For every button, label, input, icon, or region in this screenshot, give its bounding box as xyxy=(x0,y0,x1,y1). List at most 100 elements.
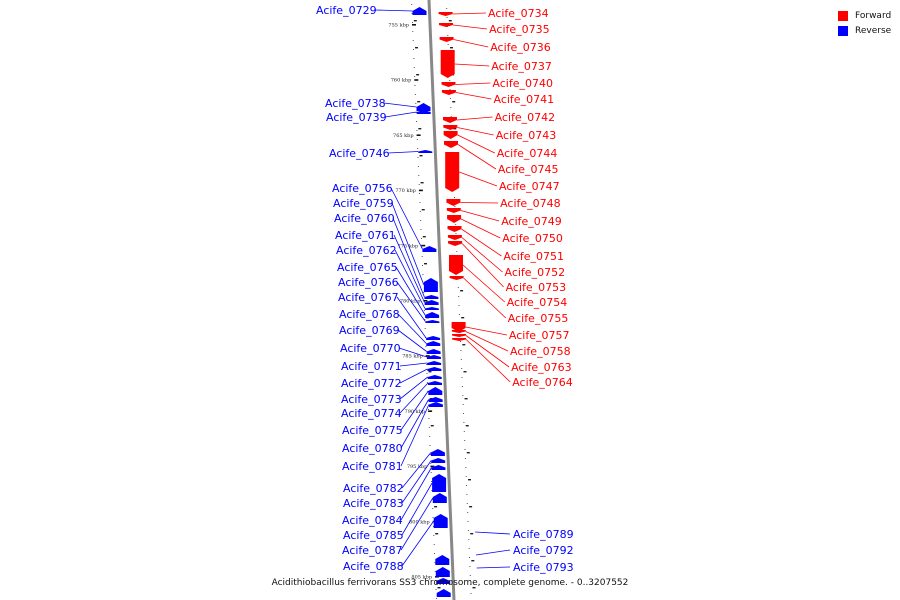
gene-label-acife-0764[interactable]: Acife_0764 xyxy=(512,376,573,389)
gene-feature-acife-0738[interactable] xyxy=(416,103,431,111)
gene-label-acife-0780[interactable]: Acife_0780 xyxy=(342,442,403,455)
gene-label-acife-0765[interactable]: Acife_0765 xyxy=(337,261,398,274)
gene-label-acife-0755[interactable]: Acife_0755 xyxy=(508,312,569,325)
gene-feature-acife-0735[interactable] xyxy=(439,23,453,27)
gene-label-acife-0783[interactable]: Acife_0783 xyxy=(343,497,404,510)
gene-feature-acife-0785[interactable] xyxy=(432,474,447,492)
gene-feature-acife-0742[interactable] xyxy=(443,117,457,123)
gene-label-acife-0760[interactable]: Acife_0760 xyxy=(334,212,395,225)
gene-label-acife-0784[interactable]: Acife_0784 xyxy=(342,514,403,527)
gene-label-acife-0789[interactable]: Acife_0789 xyxy=(513,528,574,541)
gene-feature-extra[interactable] xyxy=(436,578,451,584)
gene-feature-acife-0765[interactable] xyxy=(425,312,440,318)
gene-label-acife-0767[interactable]: Acife_0767 xyxy=(338,291,399,304)
gene-label-acife-0742[interactable]: Acife_0742 xyxy=(495,111,556,124)
gene-label-acife-0756[interactable]: Acife_0756 xyxy=(332,182,393,195)
gene-feature-acife-0769[interactable] xyxy=(426,349,441,354)
gene-feature-acife-0752[interactable] xyxy=(447,235,462,240)
gene-label-acife-0788[interactable]: Acife_0788 xyxy=(343,560,404,573)
gene-label-acife-0735[interactable]: Acife_0735 xyxy=(489,23,550,36)
gene-label-acife-0745[interactable]: Acife_0745 xyxy=(498,163,559,176)
gene-label-acife-0750[interactable]: Acife_0750 xyxy=(502,232,563,245)
gene-label-acife-0793[interactable]: Acife_0793 xyxy=(513,561,574,574)
gene-label-acife-0785[interactable]: Acife_0785 xyxy=(343,529,404,542)
gene-feature-acife-0741[interactable] xyxy=(441,90,456,95)
gene-feature-acife-0775[interactable] xyxy=(428,387,443,395)
gene-feature-acife-0766[interactable] xyxy=(425,320,440,323)
gene-feature-acife-0745[interactable] xyxy=(444,141,458,148)
gene-label-acife-0787[interactable]: Acife_0787 xyxy=(342,544,403,557)
gene-feature-acife-0763[interactable] xyxy=(452,334,466,337)
gene-label-acife-0758[interactable]: Acife_0758 xyxy=(510,345,571,358)
gene-label-acife-0768[interactable]: Acife_0768 xyxy=(339,308,400,321)
gene-label-acife-0747[interactable]: Acife_0747 xyxy=(499,180,560,193)
gene-feature-acife-0747[interactable] xyxy=(445,152,460,192)
gene-label-acife-0744[interactable]: Acife_0744 xyxy=(497,147,558,160)
gene-feature-acife-0748[interactable] xyxy=(446,199,461,206)
gene-label-acife-0738[interactable]: Acife_0738 xyxy=(325,97,386,110)
gene-feature-acife-0734[interactable] xyxy=(438,12,453,16)
gene-feature-extra[interactable] xyxy=(435,567,450,577)
gene-label-acife-0737[interactable]: Acife_0737 xyxy=(491,60,552,73)
gene-label-acife-0781[interactable]: Acife_0781 xyxy=(342,460,403,473)
gene-feature-acife-0767[interactable] xyxy=(426,336,441,340)
gene-feature-extra[interactable] xyxy=(435,555,450,565)
gene-label-acife-0769[interactable]: Acife_0769 xyxy=(339,324,400,337)
gene-label-acife-0729[interactable]: Acife_0729 xyxy=(316,4,377,17)
gene-label-acife-0761[interactable]: Acife_0761 xyxy=(335,229,396,242)
gene-label-acife-0746[interactable]: Acife_0746 xyxy=(329,147,390,160)
gene-feature-acife-0787[interactable] xyxy=(432,493,447,503)
gene-label-acife-0743[interactable]: Acife_0743 xyxy=(496,129,557,142)
gene-label-acife-0741[interactable]: Acife_0741 xyxy=(494,93,555,106)
gene-label-acife-0759[interactable]: Acife_0759 xyxy=(333,197,394,210)
gene-label-acife-0753[interactable]: Acife_0753 xyxy=(506,281,567,294)
gene-label-acife-0772[interactable]: Acife_0772 xyxy=(341,377,402,390)
gene-label-acife-0751[interactable]: Acife_0751 xyxy=(503,250,564,263)
gene-feature-acife-0737[interactable] xyxy=(440,50,455,78)
gene-feature-acife-0780[interactable] xyxy=(428,397,443,402)
gene-feature-acife-0781[interactable] xyxy=(428,402,443,407)
gene-label-acife-0762[interactable]: Acife_0762 xyxy=(336,244,397,257)
gene-label-acife-0771[interactable]: Acife_0771 xyxy=(341,360,402,373)
gene-feature-acife-0757[interactable] xyxy=(451,322,466,332)
gene-feature-extra[interactable] xyxy=(436,589,451,597)
gene-feature-acife-0759[interactable] xyxy=(423,278,438,292)
gene-feature-acife-0739[interactable] xyxy=(416,110,431,114)
gene-label-acife-0774[interactable]: Acife_0774 xyxy=(341,407,402,420)
gene-label-acife-0766[interactable]: Acife_0766 xyxy=(338,276,399,289)
gene-feature-acife-0772[interactable] xyxy=(427,367,442,371)
gene-feature-acife-0762[interactable] xyxy=(424,307,439,310)
gene-label-acife-0736[interactable]: Acife_0736 xyxy=(490,41,551,54)
gene-feature-acife-0756[interactable] xyxy=(422,246,437,252)
gene-label-acife-0773[interactable]: Acife_0773 xyxy=(341,393,402,406)
gene-label-acife-0775[interactable]: Acife_0775 xyxy=(342,424,403,437)
gene-label-acife-0792[interactable]: Acife_0792 xyxy=(513,544,574,557)
gene-feature-acife-0744[interactable] xyxy=(443,131,458,139)
gene-feature-acife-0784[interactable] xyxy=(431,465,446,470)
gene-feature-acife-0773[interactable] xyxy=(427,375,442,379)
gene-feature-acife-0749[interactable] xyxy=(446,208,461,213)
gene-feature-acife-0751[interactable] xyxy=(447,226,462,232)
gene-label-acife-0739[interactable]: Acife_0739 xyxy=(326,111,387,124)
gene-label-acife-0782[interactable]: Acife_0782 xyxy=(343,482,404,495)
gene-label-acife-0757[interactable]: Acife_0757 xyxy=(509,329,570,342)
gene-label-acife-0740[interactable]: Acife_0740 xyxy=(492,77,553,90)
gene-feature-acife-0755[interactable] xyxy=(449,276,464,280)
gene-feature-acife-0729[interactable] xyxy=(412,7,427,15)
gene-feature-acife-0764[interactable] xyxy=(452,338,467,341)
gene-label-acife-0752[interactable]: Acife_0752 xyxy=(505,266,566,279)
gene-feature-acife-0758[interactable] xyxy=(451,330,466,333)
gene-label-acife-0749[interactable]: Acife_0749 xyxy=(501,215,562,228)
gene-label-acife-0748[interactable]: Acife_0748 xyxy=(500,197,561,210)
gene-feature-acife-0783[interactable] xyxy=(431,458,446,463)
gene-feature-acife-0760[interactable] xyxy=(424,295,439,299)
gene-feature-acife-0753[interactable] xyxy=(448,241,463,246)
gene-label-acife-0763[interactable]: Acife_0763 xyxy=(511,361,572,374)
gene-label-acife-0770[interactable]: Acife_0770 xyxy=(340,342,401,355)
gene-feature-acife-0740[interactable] xyxy=(441,82,456,87)
gene-feature-acife-0782[interactable] xyxy=(430,449,445,456)
gene-feature-acife-0774[interactable] xyxy=(428,381,442,385)
gene-feature-acife-0770[interactable] xyxy=(426,355,441,359)
gene-feature-acife-0746[interactable] xyxy=(418,150,433,153)
gene-feature-acife-0771[interactable] xyxy=(427,361,442,365)
